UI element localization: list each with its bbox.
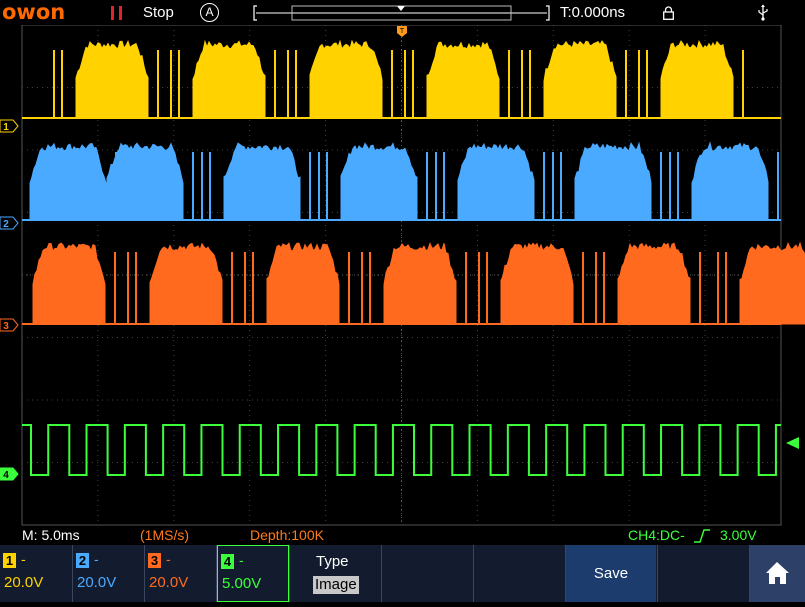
save-button[interactable]: Save bbox=[566, 545, 656, 602]
channel-1-scale: 20.0V bbox=[4, 574, 44, 591]
type-value: Image bbox=[313, 576, 359, 594]
usb-icon bbox=[758, 4, 768, 21]
sample-rate-readout: (1MS/s) bbox=[140, 527, 189, 543]
home-button[interactable] bbox=[750, 545, 805, 602]
square-wave-trace bbox=[22, 424, 781, 476]
run-stop-icon[interactable] bbox=[111, 6, 122, 20]
trigger-time-readout: T:0.000ns bbox=[560, 4, 626, 21]
svg-text:4: 4 bbox=[3, 470, 9, 481]
svg-text:3: 3 bbox=[3, 321, 9, 332]
top-status-bar: owon Stop A T:0.000ns bbox=[0, 0, 805, 25]
owon-logo: owon bbox=[2, 0, 66, 24]
channel-1-marker: 1 bbox=[0, 119, 19, 133]
waveforms bbox=[22, 39, 805, 476]
channel-2-marker: 2 bbox=[0, 216, 19, 230]
svg-text:T: T bbox=[400, 28, 405, 35]
burst-trace bbox=[22, 241, 805, 325]
svg-text:2: 2 bbox=[3, 219, 9, 230]
type-menu-item[interactable]: Type Image bbox=[290, 545, 380, 602]
trigger-mode-indicator: A bbox=[200, 3, 219, 22]
svg-text:1: 1 bbox=[3, 122, 9, 133]
channel-4-box[interactable]: 4 - 5.00V bbox=[217, 545, 289, 602]
waveform-display[interactable]: 1 2 3 4 T bbox=[0, 25, 805, 545]
lock-icon bbox=[663, 6, 674, 20]
rising-edge-icon bbox=[694, 529, 710, 543]
channel-1-box[interactable]: 1 - 20.0V bbox=[3, 551, 44, 591]
timebase-readout: M: 5.0ms bbox=[22, 527, 80, 543]
channel-2-scale: 20.0V bbox=[77, 574, 117, 591]
depth-readout: Depth:100K bbox=[250, 527, 324, 543]
channel-4-marker: 4 bbox=[0, 467, 19, 481]
run-state-label[interactable]: Stop bbox=[143, 4, 174, 21]
bottom-menu: 1 - 20.0V 2 - 20.0V 3 - 20.0V 4 - 5.00V … bbox=[0, 545, 805, 602]
trigger-source-readout: CH4:DC- bbox=[628, 527, 685, 543]
memory-position-bar bbox=[253, 5, 550, 21]
channel-4-scale: 5.00V bbox=[222, 575, 262, 592]
trigger-level-readout: 3.00V bbox=[720, 527, 757, 543]
home-icon bbox=[766, 562, 789, 584]
burst-trace bbox=[22, 141, 781, 221]
burst-trace bbox=[22, 39, 781, 119]
channel-markers[interactable]: 1 2 3 4 bbox=[0, 119, 19, 481]
channel-3-scale: 20.0V bbox=[149, 574, 189, 591]
trigger-position-marker bbox=[397, 6, 405, 11]
trigger-level-icon[interactable] bbox=[786, 437, 799, 449]
type-label: Type bbox=[316, 553, 349, 570]
trigger-position-icon[interactable] bbox=[397, 26, 407, 37]
channel-3-box[interactable]: 3 - 20.0V bbox=[148, 551, 189, 591]
channel-2-box[interactable]: 2 - 20.0V bbox=[76, 551, 117, 591]
channel-3-marker: 3 bbox=[0, 318, 19, 332]
